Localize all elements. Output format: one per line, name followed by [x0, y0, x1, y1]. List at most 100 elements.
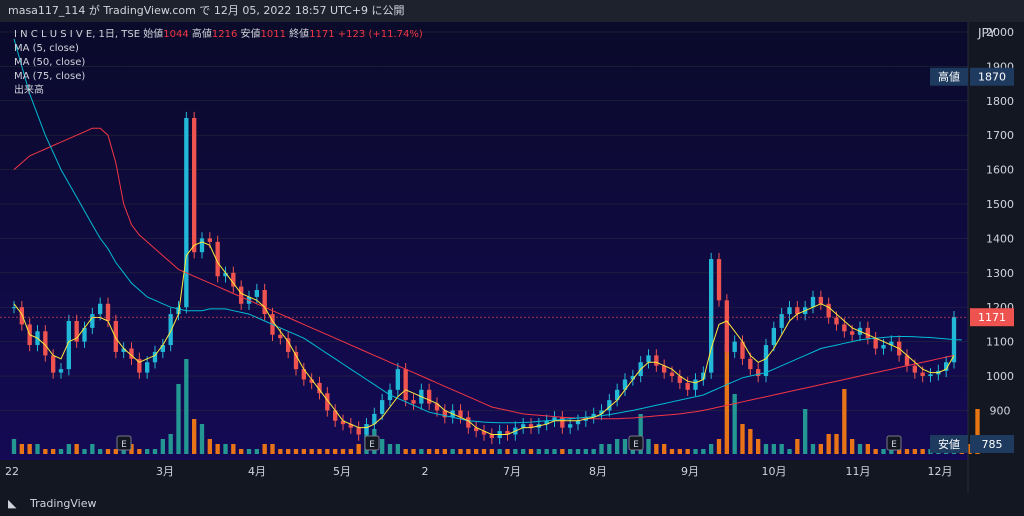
volume-bar	[387, 444, 393, 454]
candle-body	[630, 376, 635, 380]
earnings-marker	[116, 435, 132, 451]
candle-body	[192, 118, 197, 253]
candle-body	[552, 417, 557, 421]
volume-bar	[842, 389, 847, 454]
volume-bar	[145, 449, 150, 454]
high-marker-label-bg	[930, 67, 968, 86]
candle-body	[779, 314, 784, 328]
volume-bar	[803, 409, 808, 454]
volume-bar	[795, 439, 800, 454]
x-tick-label: 22	[5, 465, 19, 478]
candle-body	[724, 300, 729, 352]
volume-bar	[207, 439, 212, 454]
legend-ma50[interactable]: MA (50, close)	[14, 57, 86, 68]
candle-body	[90, 314, 95, 328]
volume-bar	[615, 439, 620, 454]
high-marker-value: 1870	[978, 71, 1006, 84]
candle-body	[152, 351, 158, 363]
volume-bar	[466, 449, 471, 454]
volume-bar	[184, 359, 189, 454]
candle-body	[434, 403, 440, 411]
candle-body	[662, 365, 667, 373]
x-tick-label: 11月	[846, 465, 871, 478]
x-tick-label: 9月	[681, 465, 699, 478]
candle-body	[928, 374, 933, 377]
y-tick-label: 1600	[986, 164, 1014, 177]
plot-background	[0, 22, 968, 460]
legend-volume[interactable]: 出来高	[14, 85, 44, 96]
volume-bar	[262, 444, 267, 454]
volume-bar	[293, 449, 299, 454]
price-chart[interactable]: 9001000110012001300140015001600170018001…	[0, 22, 1024, 492]
volume-bar	[82, 449, 87, 454]
candle-body	[716, 259, 722, 301]
volume-bar	[231, 444, 236, 454]
candle-body	[105, 303, 111, 321]
low-marker-label-bg	[930, 435, 968, 453]
candle-body	[810, 296, 816, 308]
volume-bar	[340, 449, 346, 454]
volume-bar	[286, 449, 291, 454]
open-value: 1044	[163, 29, 189, 40]
y-tick-label: 900	[990, 404, 1011, 417]
volume-bar	[51, 449, 56, 454]
candle-body	[505, 431, 510, 435]
candle-body	[677, 376, 682, 383]
chart-area[interactable]: 900 1000 1100 1200 1300 1400 1500 1600 1700 1800 1…	[0, 22, 1024, 492]
volume-bar	[591, 449, 596, 454]
y-tick-label: 1800	[986, 95, 1014, 108]
volume-bar	[850, 439, 855, 454]
volume-bar	[19, 444, 24, 454]
volume-bar	[568, 449, 573, 454]
candle-body	[560, 417, 565, 428]
volume-bar	[857, 444, 863, 454]
high-marker-label: 高値	[938, 70, 960, 84]
earnings-marker	[628, 435, 644, 451]
earnings-marker-label: E	[369, 440, 375, 450]
candle-body	[521, 424, 526, 428]
candle-body	[380, 400, 385, 414]
chart-legend: I N C L U S I V E, 1日, TSE 始値1044 高値1216…	[14, 28, 423, 98]
candle-body	[568, 424, 573, 428]
candle-body	[82, 327, 87, 342]
close-label: 終値	[289, 29, 310, 40]
volume-bar	[701, 449, 706, 454]
candle-body	[575, 420, 581, 425]
volume-bar	[709, 444, 714, 454]
candle-body	[286, 338, 291, 352]
candle-body	[403, 369, 408, 401]
candle-body	[458, 410, 463, 418]
ma75-line	[13, 127, 955, 420]
volume-bar	[575, 449, 581, 454]
legend-ma5[interactable]: MA (5, close)	[14, 43, 79, 54]
candle-body	[622, 379, 628, 390]
y-tick-label: 1000	[986, 370, 1014, 383]
legend-ma75[interactable]: MA (75, close)	[14, 71, 86, 82]
candle-body	[489, 434, 494, 438]
legend-symbol-line: I N C L U S I V E, 1日, TSE 始値1044 高値1216…	[14, 28, 423, 42]
candle-body	[395, 369, 400, 390]
volume-bar	[583, 449, 588, 454]
candle-body	[11, 307, 17, 309]
volume-bar	[654, 444, 659, 454]
volume-bar	[748, 429, 753, 454]
x-tick-label: 7月	[503, 465, 521, 478]
volume-bar	[716, 439, 722, 454]
volume-bar	[513, 449, 518, 454]
volume-bar	[192, 419, 197, 454]
candle-body	[121, 348, 126, 352]
low-marker-value-bg	[970, 435, 1014, 453]
candle-body	[160, 345, 165, 352]
volume-bar	[897, 449, 902, 454]
close-value: 1171	[309, 29, 335, 40]
candle-body	[920, 372, 925, 377]
earnings-marker	[886, 435, 902, 451]
candle-body	[184, 118, 189, 308]
candle-body	[223, 272, 228, 277]
volume-bar	[129, 444, 134, 454]
candle-body	[748, 358, 753, 370]
candle-body	[528, 424, 534, 428]
volume-bar	[411, 449, 416, 454]
volume-bar	[348, 449, 353, 454]
candle-body	[756, 369, 761, 377]
